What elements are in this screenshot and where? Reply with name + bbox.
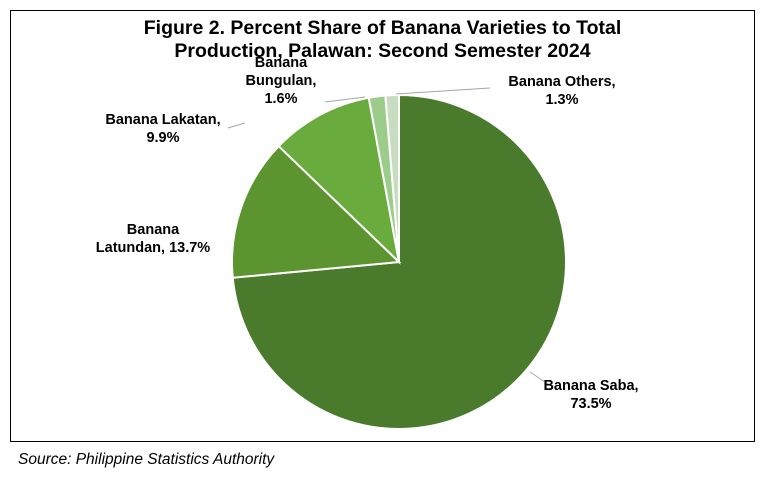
chart-title-line-2: Production, Palawan: Second Semester 202… <box>174 40 591 62</box>
data-label-banana-others: Banana Others, 1.3% <box>508 74 615 108</box>
source-note: Source: Philippine Statistics Authority <box>18 451 275 468</box>
data-label-banana-latundan: Banana Latundan, 13.7% <box>96 222 211 256</box>
leader-line-banana-saba <box>529 371 549 385</box>
chart-title: Figure 2. Percent Share of Banana Variet… <box>11 17 754 63</box>
pie-slice-banana-latundan <box>231 144 402 279</box>
leader-line-banana-others <box>395 87 491 95</box>
leader-line-banana-lakatan <box>227 122 246 129</box>
leader-line-banana-bungulan <box>324 96 366 103</box>
data-label-banana-bungulan: Banana Bungulan, 1.6% <box>246 55 317 107</box>
pie-slice-banana-others <box>384 93 400 263</box>
data-label-banana-saba: Banana Saba, 73.5% <box>543 378 638 412</box>
chart-title-line-1: Figure 2. Percent Share of Banana Variet… <box>143 17 622 39</box>
data-label-banana-lakatan: Banana Lakatan, 9.9% <box>105 112 220 146</box>
pie-slice-banana-lakatan <box>277 96 401 265</box>
